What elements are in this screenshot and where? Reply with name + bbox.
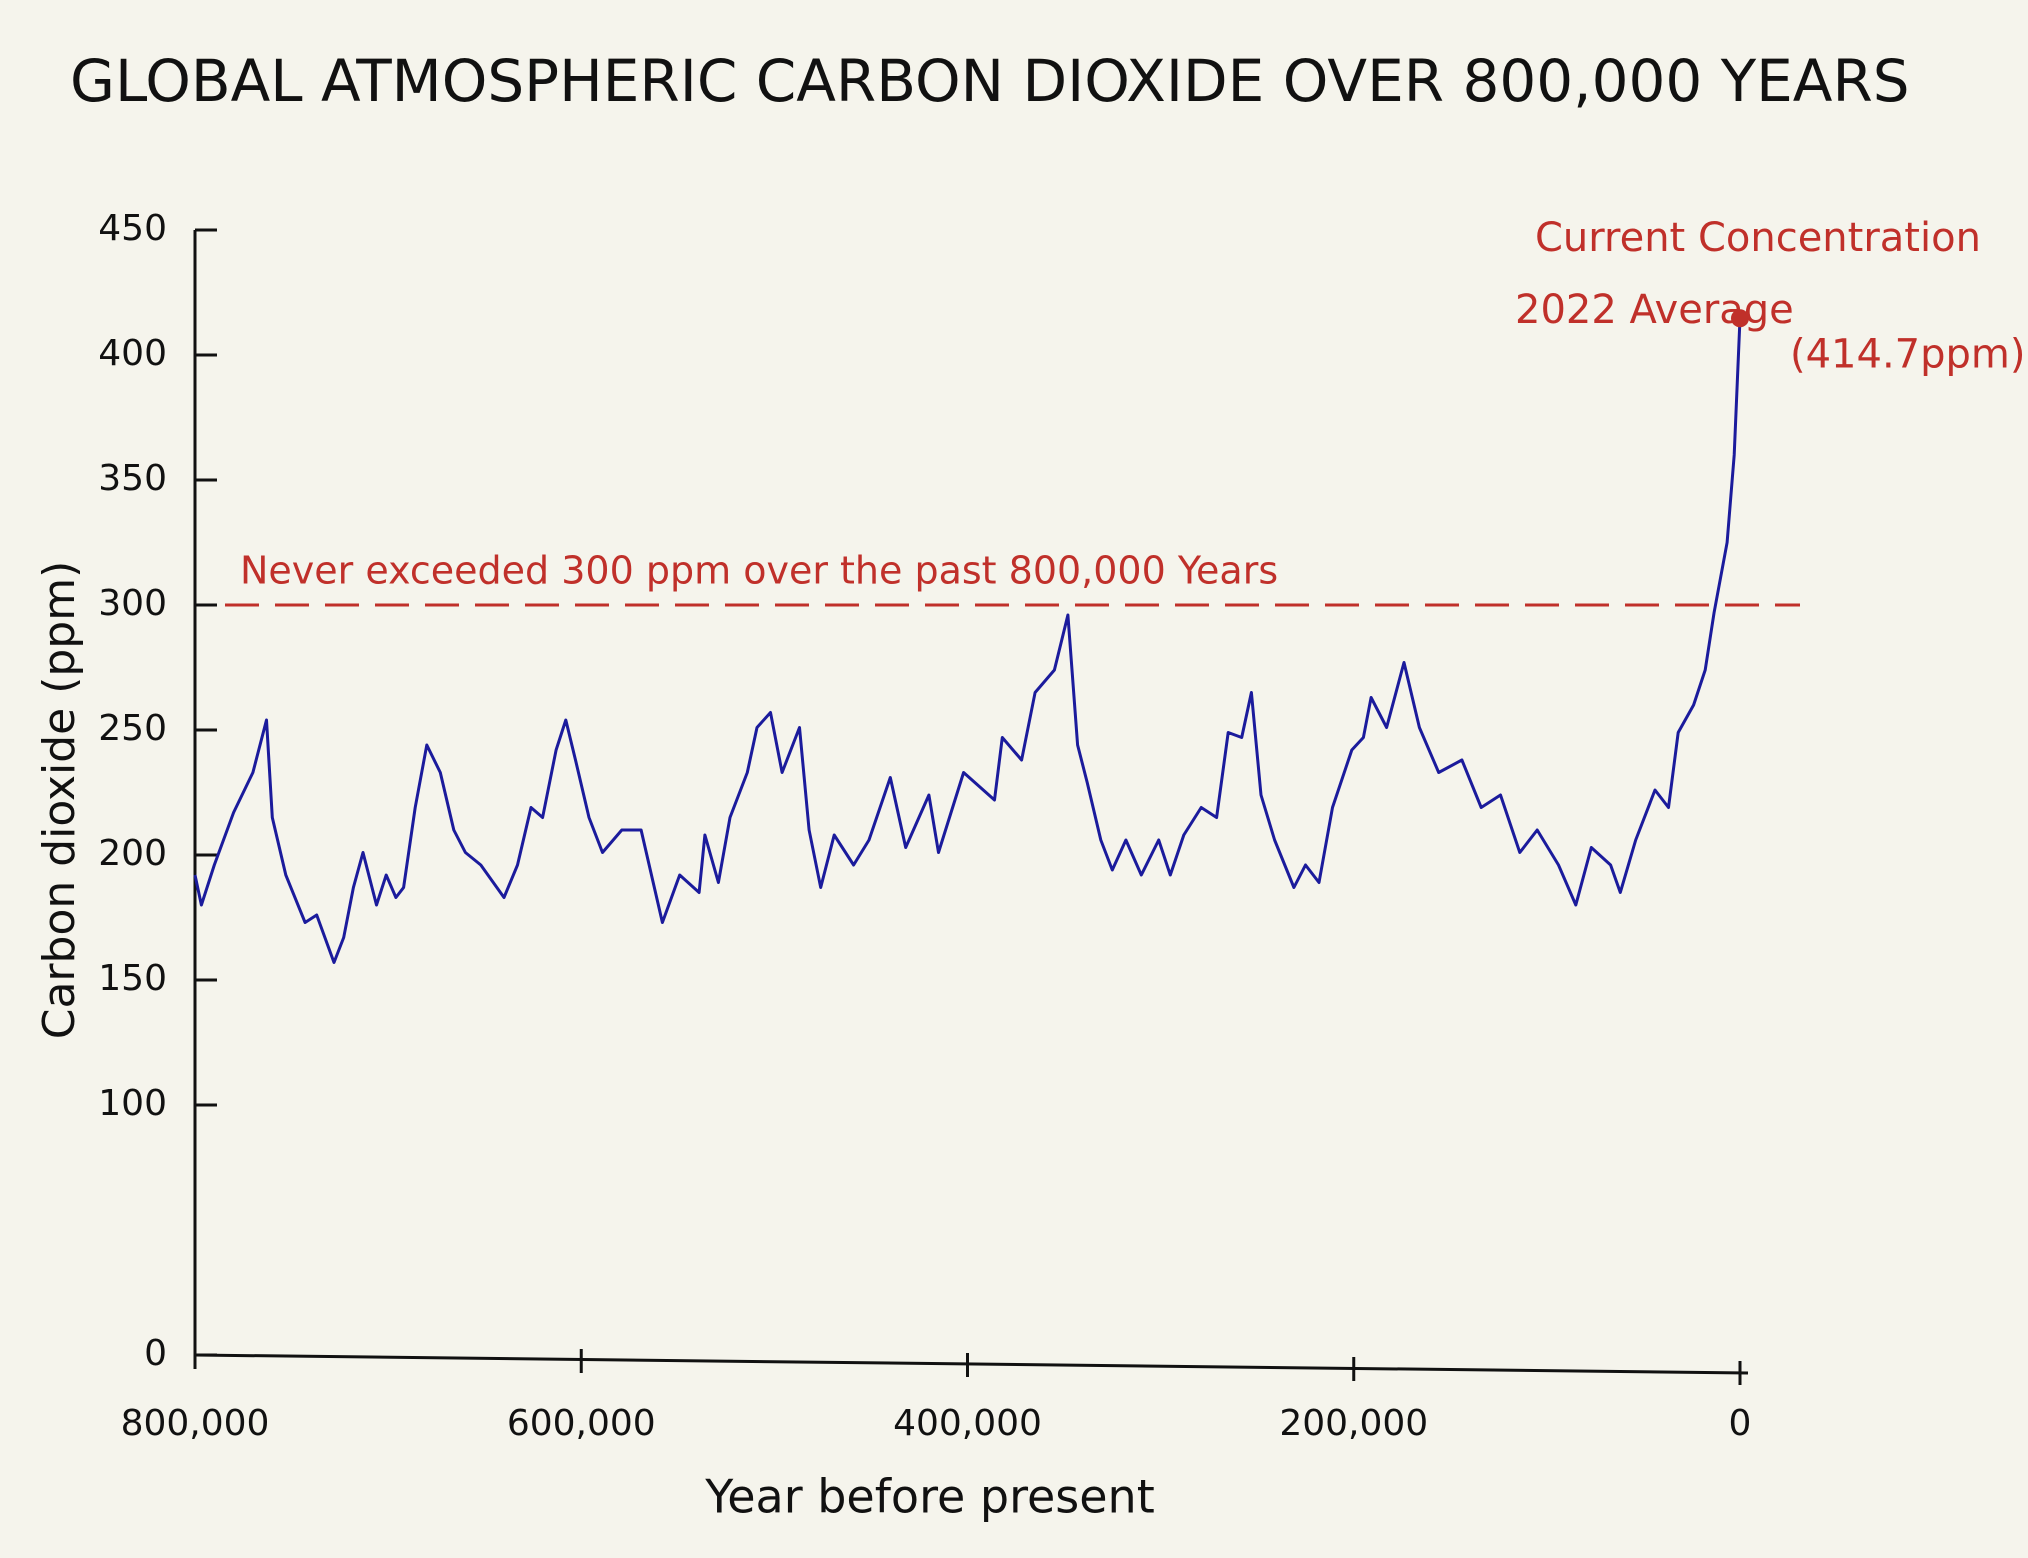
- x-tick-label: 400,000: [893, 1403, 1042, 1444]
- y-tick-label: 0: [144, 1333, 167, 1374]
- y-tick-label: 100: [98, 1083, 167, 1124]
- y-tick-label: 150: [98, 958, 167, 999]
- y-tick-label: 200: [98, 833, 167, 874]
- y-axis-label: Carbon dioxide (ppm): [34, 561, 85, 1040]
- current-point: [1731, 309, 1749, 328]
- y-tick-label: 250: [98, 708, 167, 749]
- current-annotation: Current Concentration: [1535, 215, 1981, 261]
- co2-line: [193, 318, 1742, 964]
- y-tick-label: 300: [98, 583, 167, 624]
- y-tick-label: 450: [98, 208, 167, 249]
- y-tick-label: 350: [98, 458, 167, 499]
- y-tick-label: 400: [98, 333, 167, 374]
- x-axis-label: Year before present: [704, 1470, 1155, 1524]
- x-axis: [194, 1353, 1749, 1375]
- x-tick-label: 200,000: [1279, 1403, 1428, 1444]
- x-tick-label: 800,000: [121, 1403, 270, 1444]
- current-annotation: 2022 Average: [1515, 287, 1794, 333]
- current-annotation: (414.7ppm): [1790, 331, 2025, 377]
- chart-title: GLOBAL ATMOSPHERIC CARBON DIOXIDE OVER 8…: [70, 47, 1910, 115]
- x-tick-label: 0: [1729, 1403, 1752, 1444]
- reference-label: Never exceeded 300 ppm over the past 800…: [240, 549, 1278, 593]
- x-tick-label: 600,000: [507, 1403, 656, 1444]
